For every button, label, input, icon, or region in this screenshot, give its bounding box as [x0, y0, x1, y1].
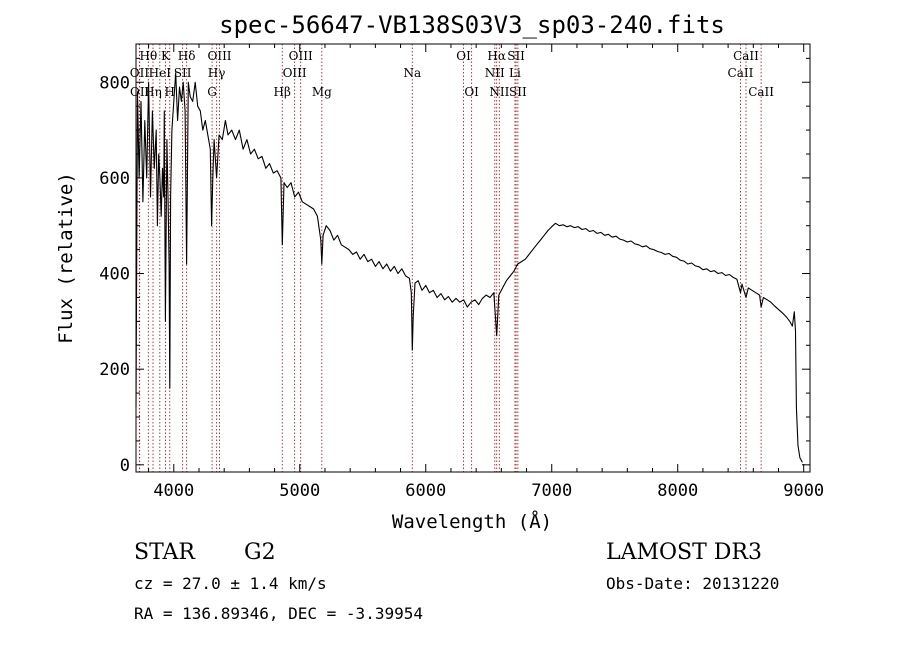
x-axis: 4000 5000 6000 7000 8000 9000: [148, 44, 824, 501]
spectral-label-18: OI: [464, 85, 479, 99]
chart-title: spec-56647-VB138S03V3_sp03-240.fits: [219, 11, 725, 39]
spectral-label-8: SII: [174, 66, 192, 80]
spectral-label-27: CaII: [748, 85, 774, 99]
spectral-label-7: Hδ: [178, 49, 196, 63]
y-tick-label-200: 200: [99, 360, 130, 380]
spectral-label-21: NII: [489, 85, 509, 99]
object-class: STAR: [134, 540, 195, 565]
spectral-label-17: OI: [456, 49, 471, 63]
spectral-label-13: OIII: [289, 49, 313, 63]
y-tick-label-0: 0: [120, 456, 130, 476]
spectral-label-16: Na: [403, 66, 421, 80]
spectral-label-3: Hη: [144, 85, 162, 99]
x-tick-label-7000: 7000: [531, 481, 572, 501]
survey-name: LAMOST DR3: [606, 540, 762, 565]
spectral-label-11: G: [207, 85, 217, 99]
spectral-label-10: Hγ: [208, 66, 226, 80]
object-subclass: G2: [244, 540, 276, 565]
y-tick-label-400: 400: [99, 265, 130, 285]
spectral-label-0: Hθ: [139, 49, 157, 63]
x-axis-label: Wavelength (Å): [392, 510, 552, 533]
x-tick-label-8000: 8000: [657, 481, 698, 501]
spectral-label-6: H: [165, 85, 175, 99]
spectral-label-9: OIII: [207, 49, 231, 63]
spectral-label-14: OIII: [283, 66, 307, 80]
spectral-label-5: HeI: [149, 66, 172, 80]
coordinates-readout: RA = 136.89346, DEC = -3.39954: [134, 604, 423, 623]
x-tick-label-5000: 5000: [279, 481, 320, 501]
spectral-label-24: SII: [509, 85, 527, 99]
x-tick-label-6000: 6000: [405, 481, 446, 501]
observation-date: Obs-Date: 20131220: [606, 574, 780, 593]
spectral-label-12: Hβ: [274, 85, 291, 99]
y-axis-label: Flux (relative): [55, 172, 77, 344]
spectral-label-1: OII: [130, 66, 150, 80]
y-tick-label-800: 800: [99, 73, 130, 93]
spectral-label-19: Hα: [487, 49, 506, 63]
x-tick-label-9000: 9000: [783, 481, 824, 501]
spectral-label-2: OII: [130, 85, 150, 99]
flux-series-line: [135, 72, 803, 463]
y-tick-label-600: 600: [99, 169, 130, 189]
spectral-label-23: Li: [509, 66, 521, 80]
spectral-label-20: NII: [485, 66, 505, 80]
spectral-label-26: CaII: [728, 66, 754, 80]
redshift-readout: cz = 27.0 ± 1.4 km/s: [134, 574, 327, 593]
plot-frame: [135, 43, 811, 473]
x-tick-label-4000: 4000: [153, 481, 194, 501]
y-axis: 0 200 400 600 800: [99, 57, 810, 476]
spectral-label-22: SII: [507, 49, 525, 63]
spectral-label-25: CaII: [733, 49, 759, 63]
spectral-label-4: K: [161, 49, 171, 63]
spectral-label-15: Mg: [312, 85, 332, 99]
spectral-line-markers: [138, 44, 762, 472]
